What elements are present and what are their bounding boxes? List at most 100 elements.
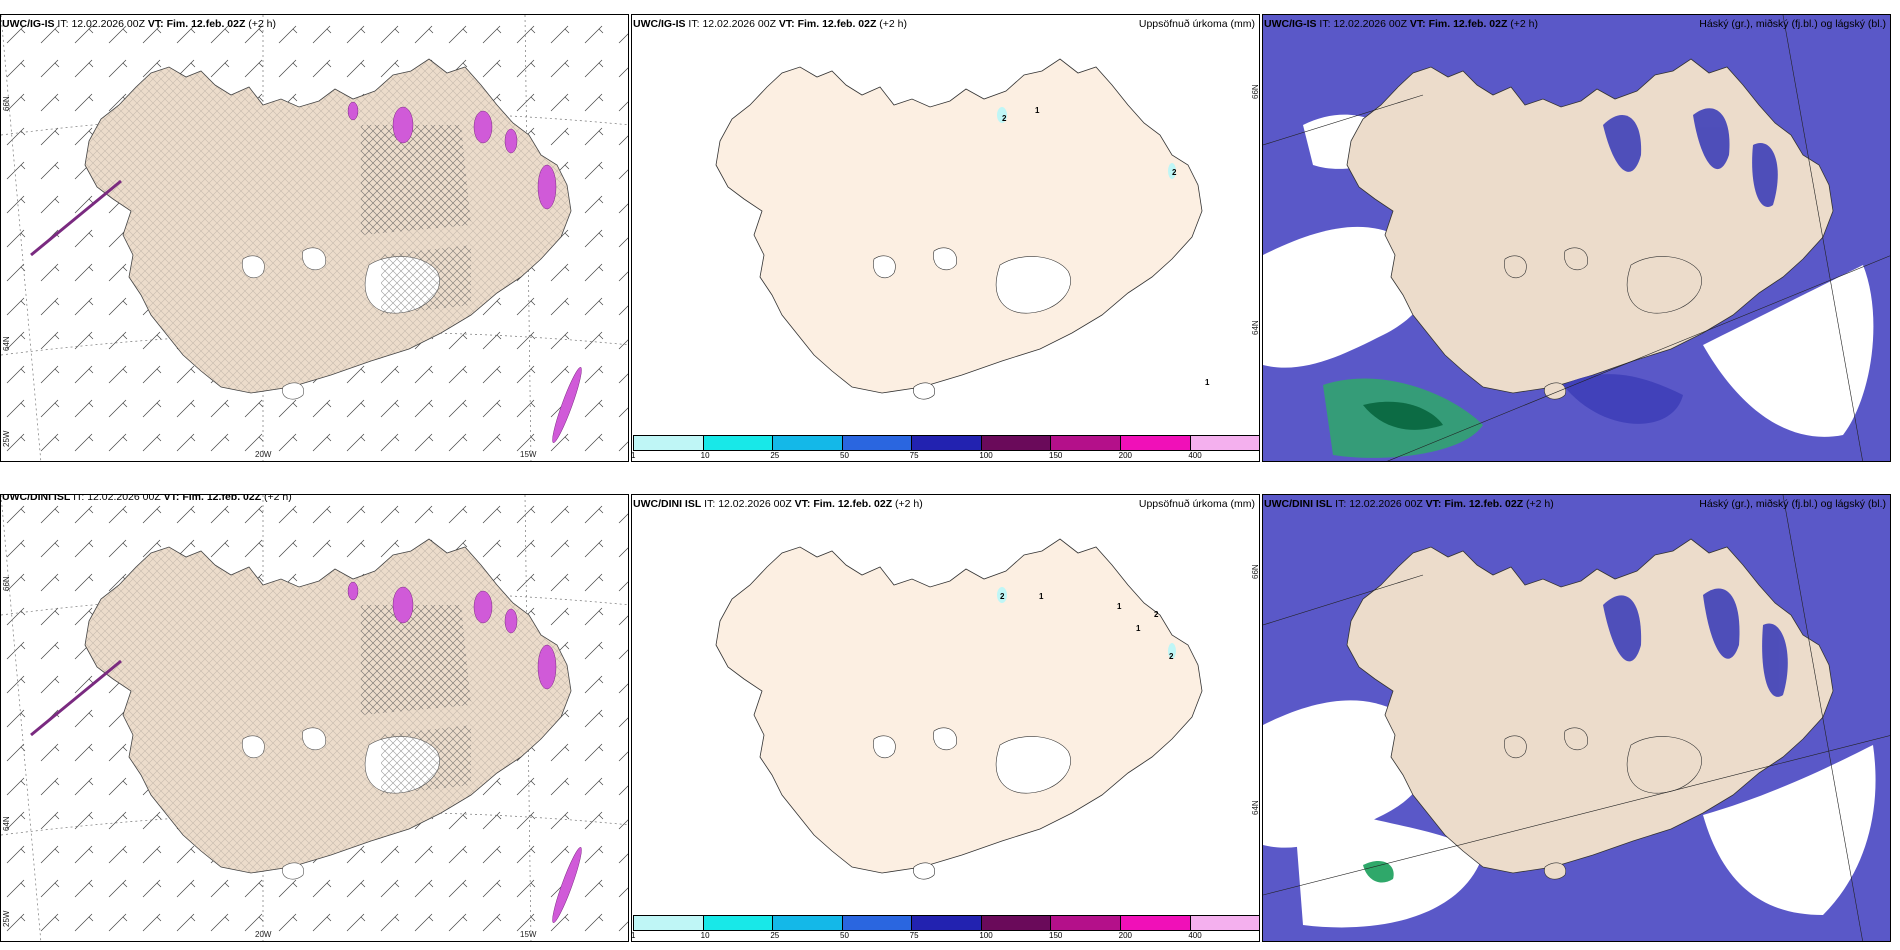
valid-time: Fim. 12.feb. 02Z bbox=[182, 494, 262, 503]
precip-map-top: 2 1 2 1 bbox=[632, 15, 1260, 462]
vt-label: VT: bbox=[1409, 18, 1426, 30]
colorbar-swatch bbox=[981, 436, 1052, 450]
colorbar-swatch bbox=[634, 916, 704, 930]
panel-header: UWC/IG-IS IT: 12.02.2026 00Z VT: Fim. 12… bbox=[2, 18, 276, 30]
colorbar-swatch bbox=[773, 916, 843, 930]
lon-label-15w: 15W bbox=[520, 450, 537, 459]
colorbar-swatch bbox=[703, 916, 774, 930]
colorbar-tick-label: 75 bbox=[909, 451, 919, 460]
colorbar-swatch bbox=[1051, 916, 1121, 930]
lon-label-20w: 20W bbox=[255, 930, 272, 939]
panel-field-title: Uppsöfnuð úrkoma (mm) bbox=[1138, 18, 1255, 30]
precip-colorbar bbox=[633, 915, 1259, 931]
lead-time: (+2 h) bbox=[1526, 498, 1554, 510]
colorbar-tick-label: 150 bbox=[1049, 931, 1063, 940]
cloud-map-panel-top: UWC/IG-IS IT: 12.02.2026 00Z VT: Fim. 12… bbox=[1262, 14, 1891, 462]
init-time: 12.02.2026 00Z bbox=[71, 18, 145, 30]
lon-label-25w: 25W bbox=[2, 910, 11, 927]
colorbar-swatch bbox=[1190, 916, 1259, 930]
colorbar-tick-label: 25 bbox=[770, 931, 780, 940]
precip-colorbar-ticks: 1 10 25 50 75 100 150 200 400 bbox=[631, 451, 1259, 461]
precip-value-label: 1 bbox=[1117, 602, 1122, 611]
lead-time: (+2 h) bbox=[248, 18, 277, 30]
panel-header: UWC/DINI ISL IT: 12.02.2026 00Z VT: Fim.… bbox=[1264, 498, 1554, 510]
lead-time: (+2 h) bbox=[879, 18, 908, 30]
lead-time: (+2 h) bbox=[895, 498, 923, 510]
lon-label-20w: 20W bbox=[255, 450, 272, 459]
cloud-map-panel-bottom: UWC/DINI ISL IT: 12.02.2026 00Z VT: Fim.… bbox=[1262, 494, 1891, 942]
vt-label: VT: bbox=[1425, 498, 1442, 510]
it-label: IT: bbox=[688, 18, 703, 30]
lat-label-64n: 64N bbox=[2, 816, 11, 831]
lat-label-66n: 66N bbox=[1251, 84, 1260, 99]
colorbar-tick-label: 200 bbox=[1118, 451, 1133, 460]
precip-map-panel-bottom: 2 1 1 2 1 2 UWC/DINI ISL IT: 12.02.2026 … bbox=[631, 494, 1260, 942]
it-label: IT: bbox=[704, 498, 719, 510]
colorbar-tick-label: 150 bbox=[1049, 451, 1063, 460]
lat-label-66n: 66N bbox=[2, 96, 11, 111]
colorbar-swatch bbox=[981, 916, 1052, 930]
valid-time: Fim. 12.feb. 02Z bbox=[813, 498, 893, 510]
valid-time: Fim. 12.feb. 02Z bbox=[797, 18, 877, 30]
model-name: UWC/IG-IS bbox=[633, 18, 686, 30]
panel-header: UWC/IG-IS IT: 12.02.2026 00Z VT: Fim. 12… bbox=[633, 18, 907, 30]
it-label: IT: bbox=[57, 18, 72, 30]
init-time: 12.02.2026 00Z bbox=[87, 494, 161, 503]
model-name: UWC/DINI ISL bbox=[633, 498, 702, 510]
precip-colorbar bbox=[633, 435, 1259, 451]
lat-label-64n: 64N bbox=[1251, 800, 1260, 815]
init-time: 12.02.2026 00Z bbox=[1333, 18, 1407, 30]
lat-label-66n: 66N bbox=[2, 576, 11, 591]
precip-value-label: 1 bbox=[1136, 624, 1141, 633]
precip-colorbar-ticks: 1 10 25 50 75 100 150 200 400 bbox=[631, 931, 1259, 941]
it-label: IT: bbox=[1335, 498, 1350, 510]
init-time: 12.02.2026 00Z bbox=[718, 498, 792, 510]
colorbar-swatch bbox=[773, 436, 843, 450]
colorbar-swatch bbox=[842, 436, 913, 450]
colorbar-tick-label: 50 bbox=[840, 451, 849, 460]
panel-field-title: Uppsöfnuð úrkoma (mm) bbox=[1138, 498, 1255, 510]
colorbar-tick-label: 200 bbox=[1118, 931, 1133, 940]
colorbar-swatch bbox=[1120, 916, 1191, 930]
wind-map-panel-bottom: UWC/DINI ISL IT: 12.02.2026 00Z VT: Fim.… bbox=[0, 494, 629, 942]
colorbar-swatch bbox=[912, 436, 982, 450]
colorbar-tick-label: 10 bbox=[700, 451, 710, 460]
colorbar-tick-label: 1 bbox=[631, 931, 636, 940]
vt-label: VT: bbox=[163, 494, 180, 503]
panel-field-title: Háský (gr.), miðský (fj.bl.) og lágský (… bbox=[1699, 18, 1886, 30]
vt-label: VT: bbox=[778, 18, 795, 30]
panel-header: UWC/DINI ISL IT: 12.02.2026 00Z VT: Fim.… bbox=[633, 498, 923, 510]
colorbar-tick-label: 1 bbox=[631, 451, 636, 460]
lat-label-66n: 66N bbox=[1251, 564, 1260, 579]
panel-field-title: Háský (gr.), miðský (fj.bl.) og lágský (… bbox=[1699, 498, 1886, 510]
vt-label: VT: bbox=[794, 498, 811, 510]
lead-time: (+2 h) bbox=[264, 494, 292, 503]
colorbar-swatch bbox=[842, 916, 913, 930]
valid-time: Fim. 12.feb. 02Z bbox=[1444, 498, 1524, 510]
model-name: UWC/DINI ISL bbox=[1264, 498, 1333, 510]
init-time: 12.02.2026 00Z bbox=[1349, 498, 1423, 510]
colorbar-tick-label: 400 bbox=[1188, 451, 1202, 460]
colorbar-tick-label: 100 bbox=[979, 931, 993, 940]
precip-value-label: 1 bbox=[1039, 592, 1044, 601]
precip-value-label: 2 bbox=[1154, 610, 1159, 619]
colorbar-swatch bbox=[703, 436, 774, 450]
colorbar-tick-label: 50 bbox=[840, 931, 849, 940]
model-name: UWC/DINI ISL bbox=[2, 494, 71, 503]
colorbar-tick-label: 400 bbox=[1188, 931, 1202, 940]
precip-value-label: 1 bbox=[1035, 106, 1040, 115]
lead-time: (+2 h) bbox=[1510, 18, 1539, 30]
lon-label-25w: 25W bbox=[2, 430, 11, 447]
precip-map-panel-top: 2 1 2 1 UWC/IG-IS IT: 12.02.2026 00Z VT:… bbox=[631, 14, 1260, 462]
lat-label-64n: 64N bbox=[1251, 320, 1260, 335]
panel-header: UWC/IG-IS IT: 12.02.2026 00Z VT: Fim. 12… bbox=[1264, 18, 1538, 30]
precip-value-label: 2 bbox=[1169, 652, 1174, 661]
valid-time: Fim. 12.feb. 02Z bbox=[166, 18, 246, 30]
lon-label-15w: 15W bbox=[520, 930, 537, 939]
precip-value-label: 2 bbox=[1000, 592, 1005, 601]
wind-map-panel-top: UWC/IG-IS IT: 12.02.2026 00Z VT: Fim. 12… bbox=[0, 14, 629, 462]
cloud-map-top bbox=[1263, 15, 1891, 462]
colorbar-tick-label: 75 bbox=[909, 931, 919, 940]
colorbar-swatch bbox=[1190, 436, 1259, 450]
wind-map-top bbox=[1, 15, 629, 462]
